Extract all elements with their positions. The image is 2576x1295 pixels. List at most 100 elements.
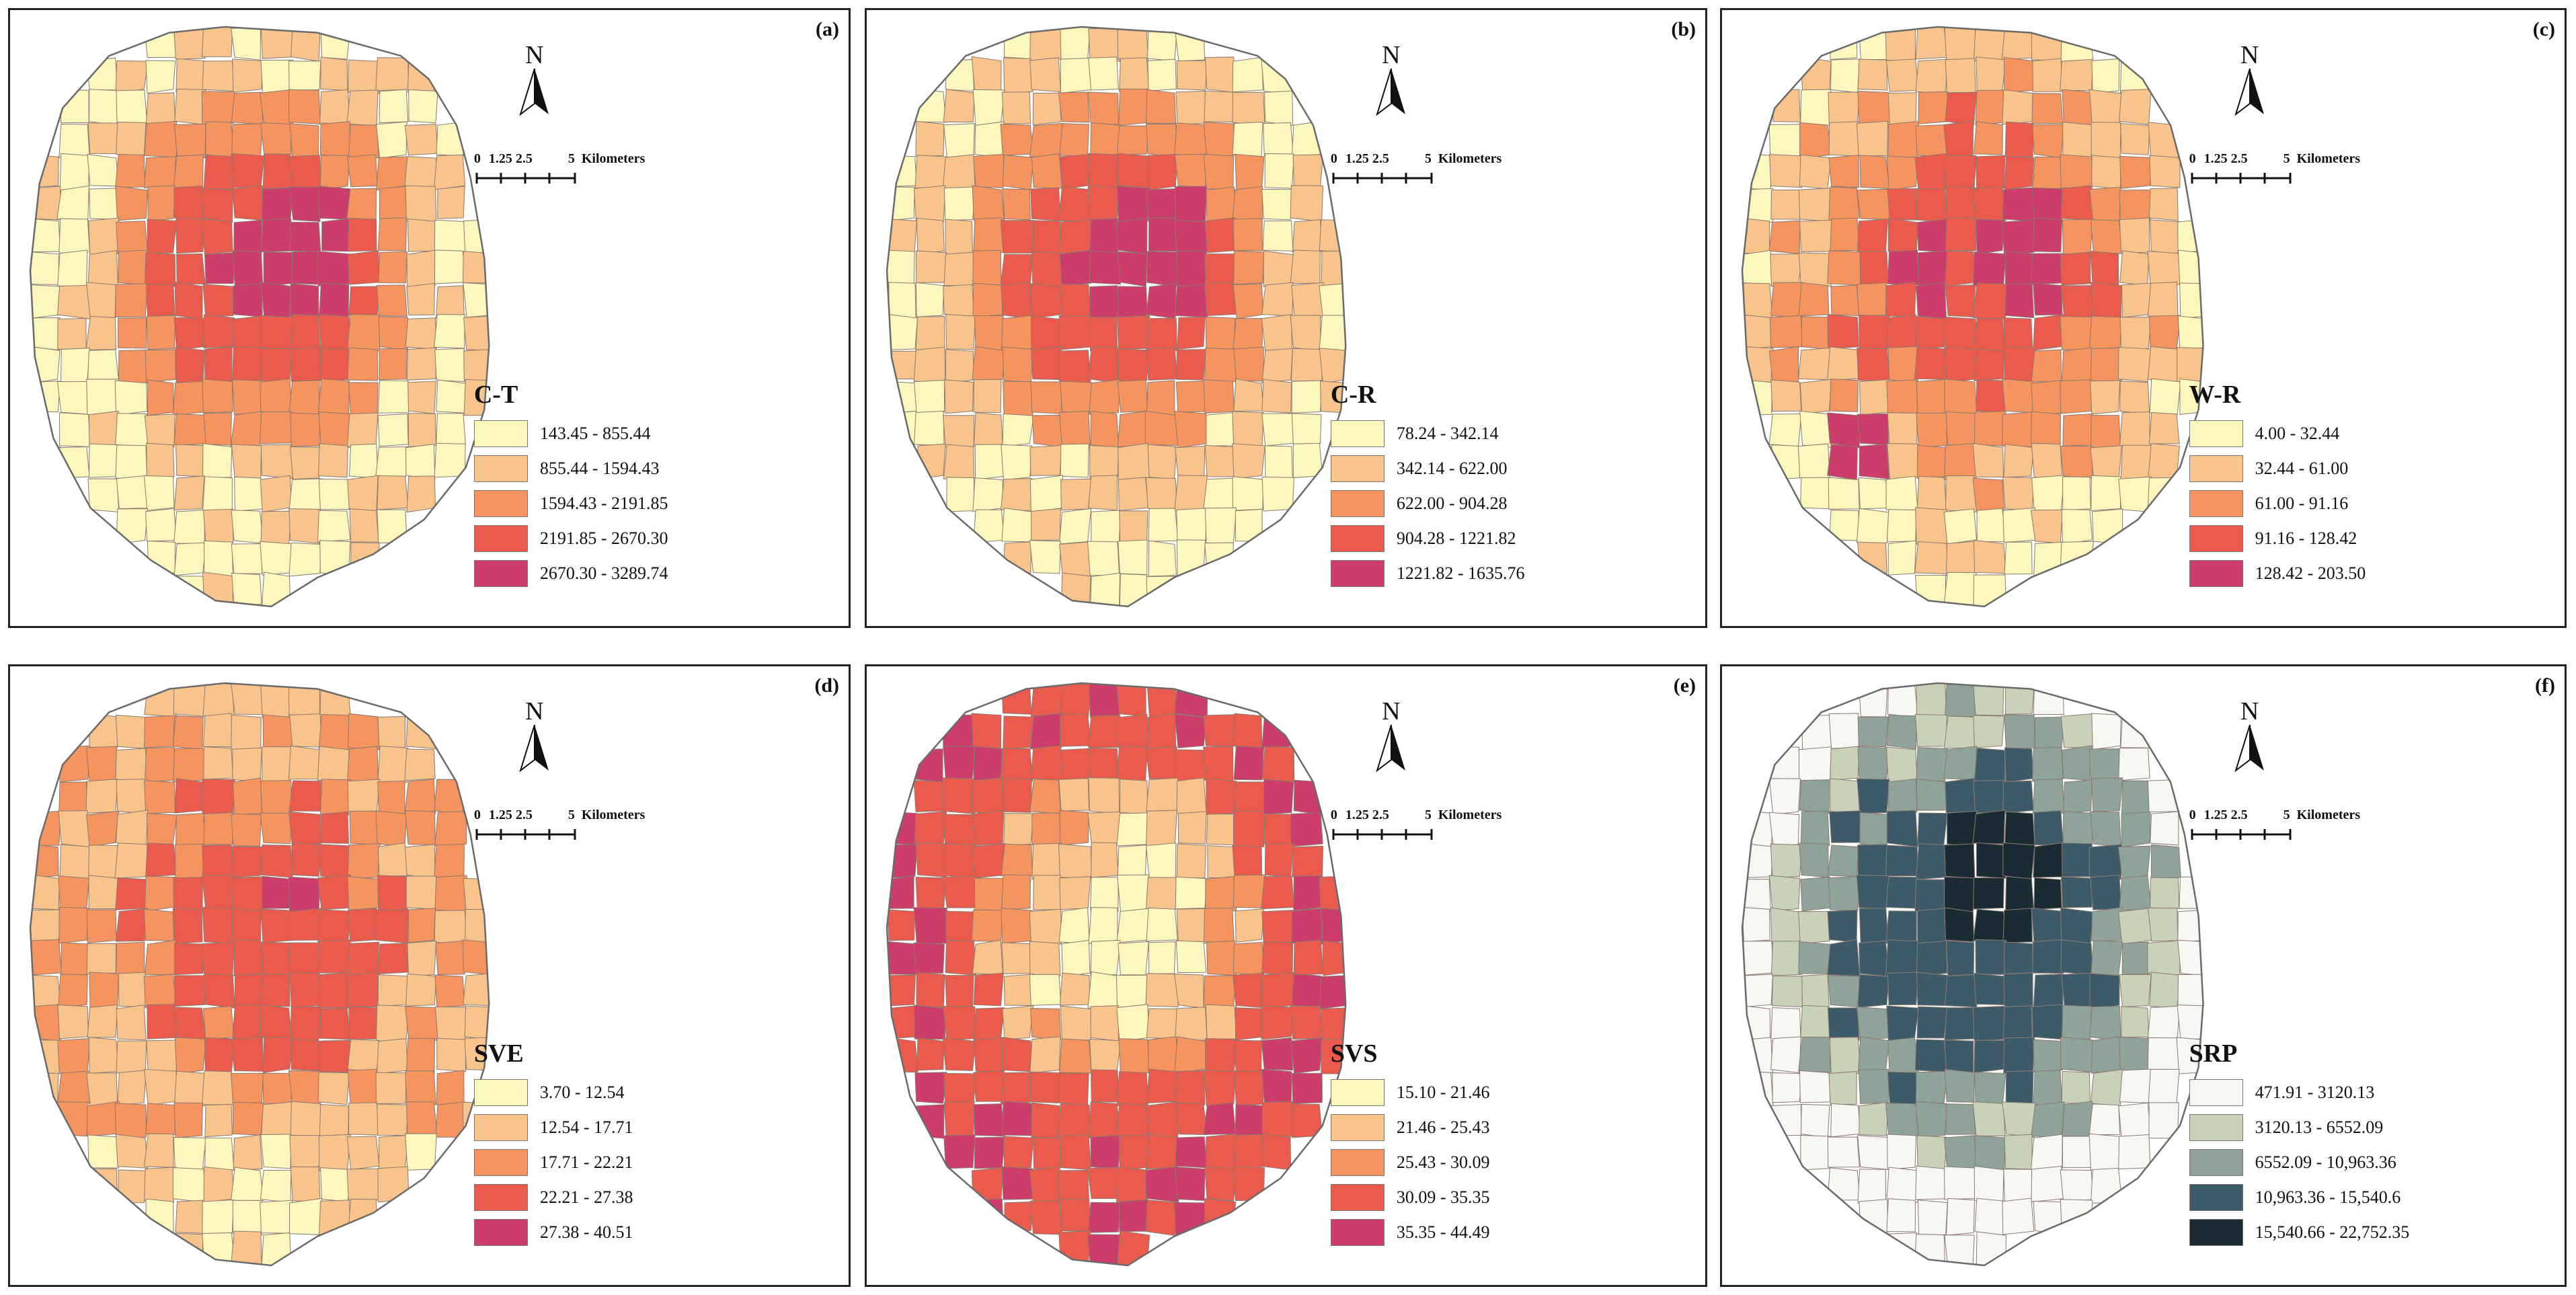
district-polygon (1261, 1005, 1293, 1040)
district-polygon (2060, 445, 2093, 479)
scale-tick-2: 2.5 (515, 808, 533, 822)
district-polygon (1029, 908, 1062, 945)
district-polygon (2003, 56, 2035, 93)
district-polygon (143, 1133, 174, 1168)
district-polygon (2177, 90, 2203, 122)
district-polygon (2089, 1005, 2121, 1042)
district-polygon (1001, 874, 1031, 910)
district-polygon (317, 972, 350, 1009)
district-polygon (1290, 812, 1323, 847)
district-polygon (1264, 843, 1294, 878)
district-polygon (147, 185, 175, 222)
district-polygon (145, 1198, 174, 1234)
legend-item: 21.46 - 25.43 (1330, 1113, 1613, 1142)
district-polygon (379, 186, 409, 223)
district-polygon (1146, 777, 1179, 812)
district-polygon (115, 153, 146, 188)
district-polygon (2091, 475, 2121, 512)
district-polygon (1058, 907, 1090, 945)
district-polygon (2119, 88, 2152, 125)
district-polygon (1176, 908, 1208, 945)
district-polygon (1801, 714, 1832, 750)
district-polygon (1233, 378, 1264, 411)
district-polygon (262, 746, 292, 782)
legend-label: 1221.82 - 1635.76 (1396, 563, 1525, 583)
district-polygon (288, 89, 321, 125)
district-polygon (1206, 814, 1237, 846)
district-polygon (1029, 540, 1061, 574)
district-polygon (1000, 1072, 1034, 1105)
district-polygon (2031, 1101, 2065, 1138)
district-polygon (2033, 877, 2062, 910)
district-polygon (173, 1102, 203, 1138)
district-polygon (1974, 348, 2005, 381)
district-polygon (347, 475, 379, 512)
district-polygon (1974, 1135, 2006, 1171)
district-polygon (2060, 379, 2093, 414)
district-polygon (288, 876, 321, 912)
district-polygon (405, 317, 437, 350)
district-polygon (1087, 971, 1121, 1009)
district-polygon (436, 1037, 466, 1072)
legend-label: 10,963.36 - 15,540.6 (2255, 1187, 2401, 1207)
district-polygon (1261, 1037, 1294, 1071)
district-polygon (915, 282, 945, 317)
district-polygon (2060, 58, 2093, 91)
district-polygon (943, 1006, 976, 1041)
district-polygon (1174, 683, 1208, 718)
district-polygon (231, 814, 262, 847)
district-polygon (1916, 444, 1949, 479)
district-polygon (175, 347, 205, 383)
choropleth-map (886, 682, 1347, 1267)
scale-unit: Kilometers (2296, 808, 2361, 822)
district-polygon (1829, 379, 1859, 412)
district-polygon (1291, 908, 1323, 945)
district-polygon (2003, 972, 2033, 1009)
district-polygon (260, 315, 293, 350)
district-polygon (1059, 713, 1092, 747)
district-polygon (915, 250, 947, 283)
district-polygon (1058, 508, 1092, 545)
district-polygon (1033, 875, 1063, 910)
district-polygon (87, 122, 120, 155)
district-polygon (1857, 1036, 1890, 1072)
scale-tick-1: 1.25 (1345, 808, 1369, 822)
district-polygon (943, 415, 975, 448)
district-polygon (1828, 477, 1860, 510)
city-boundary (29, 682, 490, 1267)
district-polygon (1944, 27, 1978, 61)
scale-tick-0: 0 (473, 151, 481, 166)
district-polygon (173, 975, 206, 1007)
district-polygon (318, 313, 350, 351)
district-polygon (465, 908, 490, 945)
scale-tick-0: 0 (473, 808, 481, 822)
district-polygon (1232, 845, 1263, 880)
district-polygon (263, 251, 294, 287)
district-polygon (1176, 777, 1207, 815)
district-polygon (1917, 1200, 1948, 1235)
district-polygon (30, 909, 62, 944)
district-polygon (115, 1134, 149, 1169)
district-polygon (1943, 508, 1978, 545)
district-polygon (2004, 541, 2033, 575)
city-boundary (29, 26, 490, 608)
district-polygon (1800, 1103, 1830, 1138)
district-polygon (1828, 186, 1861, 221)
district-polygon (203, 155, 235, 190)
district-polygon (2089, 186, 2121, 223)
district-polygon (1887, 443, 1918, 481)
panel-letter: (d) (814, 674, 839, 697)
district-polygon (144, 908, 175, 941)
district-polygon (1943, 120, 1974, 158)
district-polygon (2033, 1070, 2062, 1106)
district-polygon (2090, 874, 2122, 910)
district-polygon (1915, 58, 1949, 93)
district-polygon (1859, 379, 1890, 416)
district-polygon (116, 89, 148, 125)
district-polygon (1233, 283, 1264, 319)
district-polygon (2002, 780, 2034, 814)
district-polygon (31, 317, 61, 351)
district-polygon (1263, 779, 1294, 815)
district-polygon (2031, 27, 2065, 61)
district-polygon (407, 940, 437, 977)
